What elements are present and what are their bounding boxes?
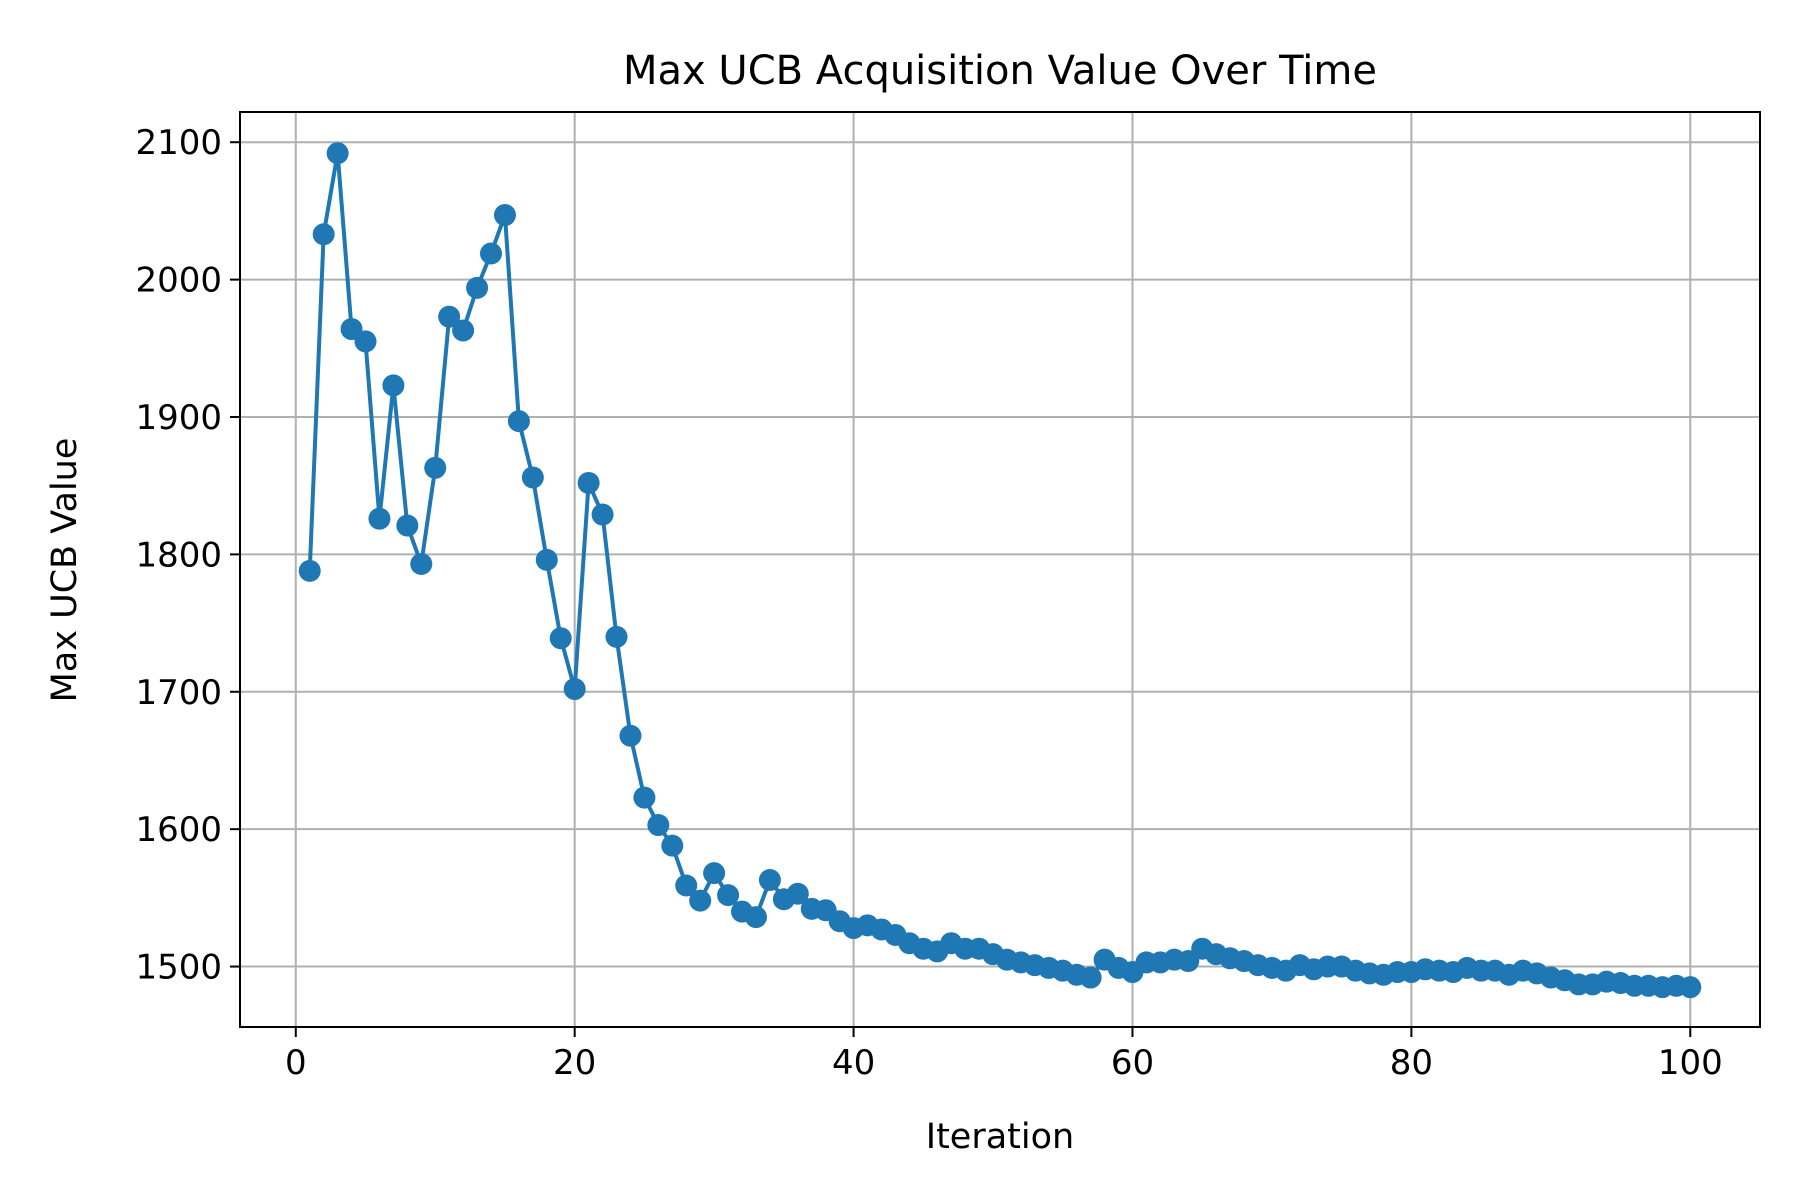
y-axis: 1500 1600 1700 1800 1900 2000 2100 (135, 123, 240, 988)
data-point (577, 471, 600, 494)
x-axis-label: Iteration (926, 1117, 1074, 1157)
data-point (396, 514, 419, 537)
data-point (689, 889, 712, 912)
data-point (368, 507, 391, 530)
data-point (410, 553, 433, 576)
y-tick-label: 1800 (135, 535, 222, 575)
x-tick-label: 0 (285, 1043, 307, 1083)
data-point (563, 678, 586, 701)
data-point (647, 814, 670, 837)
series-line (307, 151, 1691, 990)
data-point (549, 627, 572, 650)
y-tick-label: 1500 (135, 948, 222, 988)
x-tick-label: 20 (553, 1043, 596, 1083)
y-tick-label: 2100 (135, 123, 222, 163)
data-point (452, 319, 475, 342)
data-point (619, 724, 642, 747)
data-point (1679, 976, 1702, 999)
data-point (424, 456, 447, 479)
data-point (466, 276, 489, 299)
data-point (480, 242, 503, 265)
data-point (438, 305, 461, 328)
plot-frame (239, 111, 1761, 1028)
data-point (326, 142, 349, 165)
y-tick-label: 2000 (135, 261, 222, 301)
data-point (786, 882, 809, 905)
data-point (717, 884, 740, 907)
data-point (675, 874, 698, 897)
data-point (1079, 966, 1102, 989)
data-point (661, 834, 684, 857)
data-point (382, 374, 405, 397)
data-point (591, 503, 614, 526)
x-tick-label: 80 (1390, 1043, 1433, 1083)
data-point (535, 548, 558, 571)
data-point (605, 625, 628, 648)
y-tick-label: 1700 (135, 673, 222, 713)
grid-lines (240, 112, 1760, 1027)
data-point (758, 868, 781, 891)
y-tick-label: 1600 (135, 810, 222, 850)
chart-title: Max UCB Acquisition Value Over Time (623, 48, 1377, 94)
x-tick-label: 100 (1658, 1043, 1723, 1083)
data-point (354, 330, 377, 353)
data-point (493, 204, 516, 227)
data-point (312, 223, 335, 246)
data-point (298, 559, 321, 582)
y-tick-label: 1900 (135, 398, 222, 438)
x-tick-label: 40 (832, 1043, 875, 1083)
data-point (703, 862, 726, 885)
data-point (633, 786, 656, 809)
x-tick-label: 60 (1111, 1043, 1154, 1083)
data-point (521, 466, 544, 489)
y-axis-label: Max UCB Value (45, 438, 85, 703)
series-layer (298, 142, 1702, 999)
data-point (507, 410, 530, 433)
data-point (744, 906, 767, 929)
x-axis: 0 20 40 60 80 100 (285, 1027, 1723, 1083)
